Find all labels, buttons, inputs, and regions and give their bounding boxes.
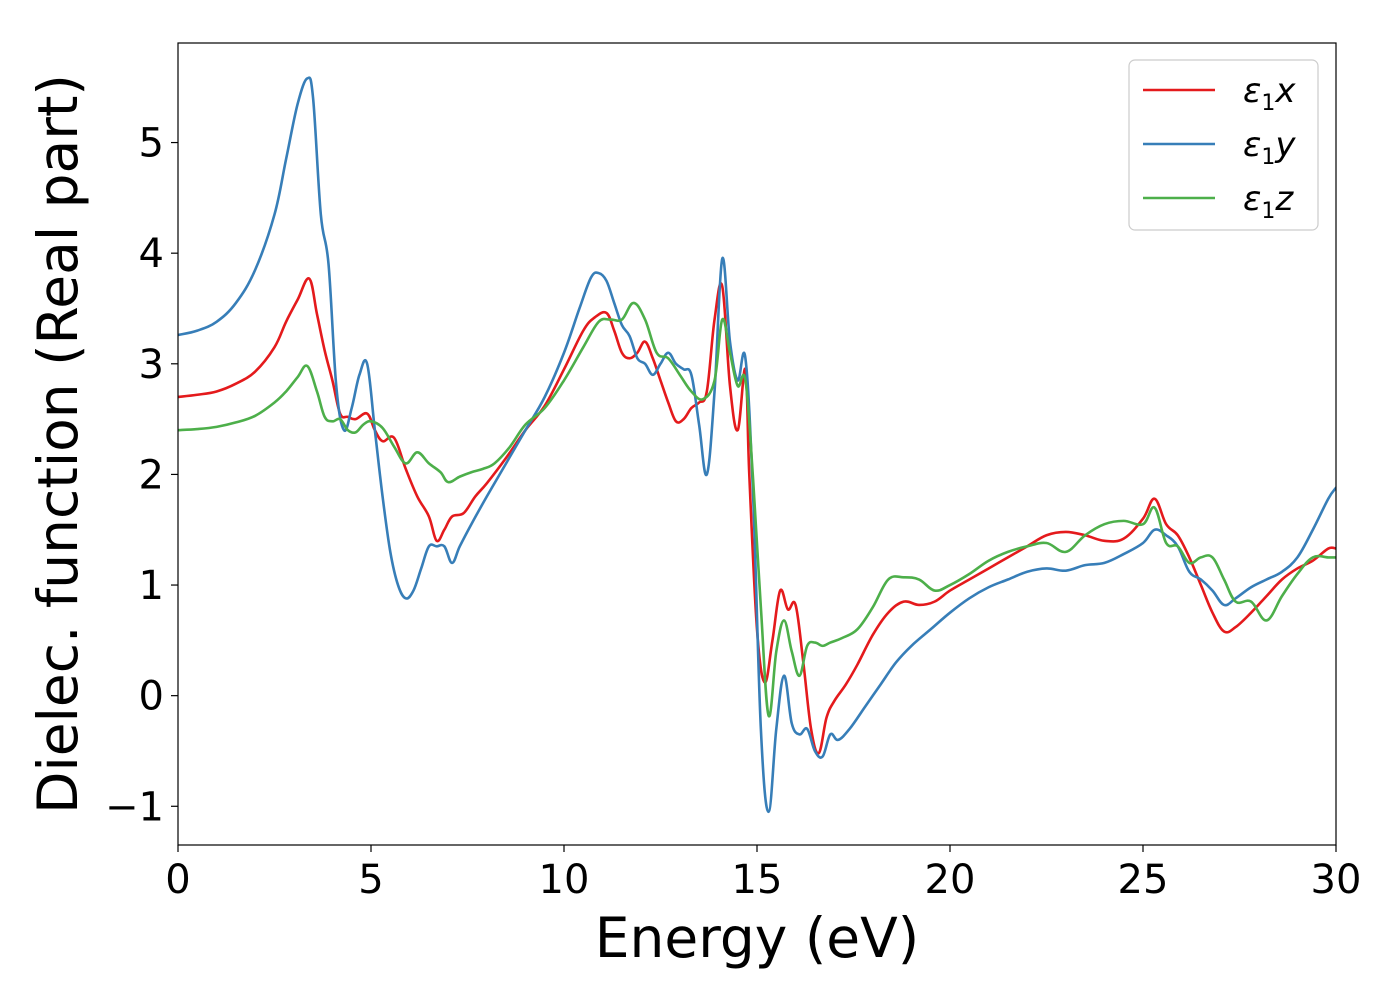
x-tick-label: 20 bbox=[925, 857, 976, 903]
y-tick-label: 3 bbox=[139, 342, 164, 388]
y-tick-label: 0 bbox=[139, 674, 164, 720]
y-tick-label: 1 bbox=[139, 563, 164, 609]
y-tick-label: 2 bbox=[139, 452, 164, 498]
y-tick-label: −1 bbox=[105, 784, 164, 830]
legend-box bbox=[1128, 59, 1319, 231]
series-line-y bbox=[178, 76, 1336, 814]
x-tick-label: 0 bbox=[165, 857, 190, 903]
y-tick-label: 5 bbox=[139, 121, 164, 167]
series-line-z bbox=[178, 301, 1336, 718]
y-tick-label: 4 bbox=[139, 231, 164, 277]
x-axis-ticks: 0 5 10 15 20 25 30 bbox=[165, 845, 1361, 903]
x-tick-label: 15 bbox=[732, 857, 783, 903]
series-layer bbox=[178, 76, 1336, 814]
y-axis-ticks: −1 0 1 2 3 4 5 bbox=[105, 121, 178, 830]
x-tick-label: 25 bbox=[1118, 857, 1169, 903]
legend: ε1x ε1y ε1z bbox=[1128, 59, 1319, 231]
x-tick-label: 5 bbox=[358, 857, 383, 903]
legend-label-z: ε1z bbox=[1243, 179, 1294, 224]
x-tick-label: 10 bbox=[539, 857, 590, 903]
series-line-x bbox=[178, 277, 1336, 755]
x-tick-label: 30 bbox=[1311, 857, 1362, 903]
legend-label-y: ε1y bbox=[1243, 125, 1296, 170]
y-axis-label: Dielec. function (Real part) bbox=[26, 74, 90, 814]
legend-label-x: ε1x bbox=[1243, 71, 1296, 116]
x-axis-label: Energy (eV) bbox=[595, 906, 919, 970]
